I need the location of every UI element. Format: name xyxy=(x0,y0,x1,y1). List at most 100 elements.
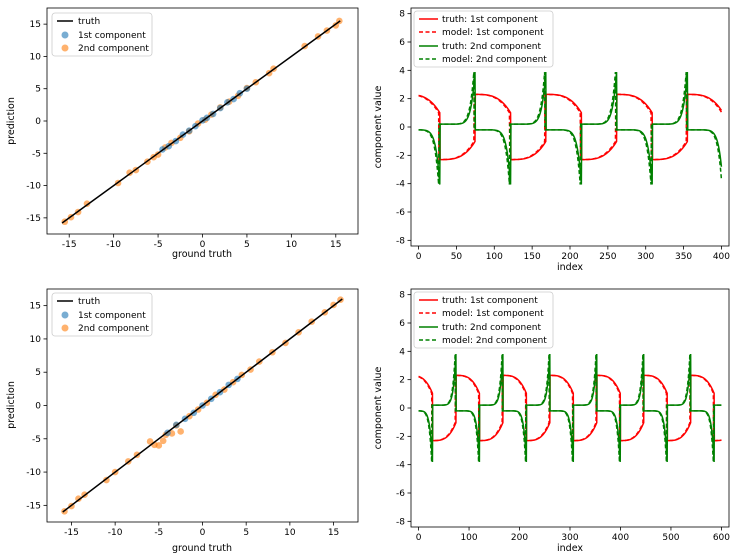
point-2nd-component xyxy=(155,442,163,449)
legend-label-model-2nd: model: 2nd component xyxy=(442,336,547,346)
legend-label-1st: 1st component xyxy=(78,31,146,41)
x-tick-label: 400 xyxy=(612,533,629,543)
y-tick-label: 5 xyxy=(35,85,41,95)
y-tick-label: -2 xyxy=(396,432,405,442)
legend-label-truth-2nd: truth: 2nd component xyxy=(442,42,541,52)
truth-line xyxy=(61,20,341,224)
legend-box xyxy=(413,10,554,68)
scatter-panel-top-left: -15 -10 -5 0 5 10 15 -15 -10 -5 0 5 10 15 ground trut… xyxy=(6,7,359,260)
y-tick-label: 6 xyxy=(399,319,405,329)
y-tick-label: 0 xyxy=(399,123,405,133)
truth-line xyxy=(62,298,343,513)
legend-label-truth: truth xyxy=(78,297,100,307)
legend-box xyxy=(51,292,153,337)
y-tick-label: -6 xyxy=(396,489,405,499)
x-tick-label: 0 xyxy=(200,528,206,538)
legend: truth 1st component 2nd component xyxy=(51,12,153,57)
x-tick-label: 150 xyxy=(524,252,541,262)
legend: truth: 1st component model: 1st componen… xyxy=(413,10,554,68)
y-axis-label: prediction xyxy=(6,97,17,145)
x-tick-label: 100 xyxy=(486,252,503,262)
y-tick-label: 8 xyxy=(399,291,405,301)
legend-swatch-1st xyxy=(61,311,69,319)
legend-label-1st: 1st component xyxy=(78,311,146,321)
x-tick-label: 0 xyxy=(416,533,422,543)
legend-box xyxy=(51,12,153,57)
y-axis-label: prediction xyxy=(6,381,17,429)
series-line-model-1st-component xyxy=(418,374,722,442)
x-tick-label: -10 xyxy=(108,528,123,538)
y-tick-label: 5 xyxy=(35,368,41,378)
x-axis-label: index xyxy=(557,543,583,554)
x-tick-label: 50 xyxy=(451,252,463,262)
x-axis-label: ground truth xyxy=(172,543,232,554)
y-tick-label: -5 xyxy=(32,435,41,445)
y-tick-label: 4 xyxy=(399,66,405,76)
x-tick-label: 300 xyxy=(561,533,578,543)
x-tick-label: 5 xyxy=(244,240,250,250)
y-tick-label: 2 xyxy=(399,95,405,105)
y-axis-label: component value xyxy=(373,366,384,449)
y-tick-label: -10 xyxy=(26,182,41,192)
legend-label-truth-2nd: truth: 2nd component xyxy=(442,323,541,333)
x-tick-label: 400 xyxy=(713,252,730,262)
line-panel-bottom-right: 0 100 200 300 400 500 600 -8 -6 -4 -2 0 2 4 6 8 index c… xyxy=(373,288,730,554)
y-tick-label: 10 xyxy=(30,335,42,345)
legend-box xyxy=(413,291,554,349)
y-tick-label: -8 xyxy=(396,236,405,246)
y-tick-label: -2 xyxy=(396,151,405,161)
legend-swatch-2nd xyxy=(61,44,69,52)
legend-label-model-1st: model: 1st component xyxy=(442,28,544,38)
y-tick-label: 6 xyxy=(399,38,405,48)
y-tick-label: 15 xyxy=(30,20,41,30)
x-tick-label: 10 xyxy=(286,240,298,250)
x-tick-label: 600 xyxy=(713,533,730,543)
x-tick-label: -5 xyxy=(154,528,163,538)
y-tick-label: -6 xyxy=(396,208,405,218)
y-tick-label: 0 xyxy=(35,402,41,412)
y-tick-label: -4 xyxy=(396,180,405,190)
x-tick-label: 5 xyxy=(243,528,249,538)
x-tick-label: -15 xyxy=(64,528,79,538)
line-panel-top-right: 0 50 100 150 200 250 300 350 400 -8 -6 -4 -2 0 2 4 6 8 in… xyxy=(373,7,730,273)
legend-label-2nd: 2nd component xyxy=(78,44,149,54)
series-line-model-2nd-component xyxy=(418,354,722,462)
series-line-model-2nd-component xyxy=(418,71,723,185)
x-tick-label: 200 xyxy=(511,533,528,543)
legend-label-truth-1st: truth: 1st component xyxy=(442,296,538,306)
x-axis-label: index xyxy=(557,262,583,273)
x-tick-label: 250 xyxy=(599,252,616,262)
scatter-panel-bottom-left: -15 -10 -5 0 5 10 15 -15 -10 -5 0 5 10 15 ground trut… xyxy=(6,288,359,554)
x-tick-label: 300 xyxy=(637,252,654,262)
x-tick-label: 200 xyxy=(561,252,578,262)
legend-swatch-1st xyxy=(61,31,69,39)
y-tick-label: 15 xyxy=(30,302,41,312)
y-tick-label: 4 xyxy=(399,347,405,357)
y-tick-label: 8 xyxy=(399,10,405,20)
y-tick-label: 0 xyxy=(35,117,41,127)
y-tick-label: 2 xyxy=(399,376,405,386)
legend-label-truth: truth xyxy=(78,17,100,27)
x-tick-label: 350 xyxy=(675,252,692,262)
y-tick-label: -4 xyxy=(396,461,405,471)
x-axis-label: ground truth xyxy=(172,249,232,260)
x-tick-label: 0 xyxy=(416,252,422,262)
x-tick-label: 100 xyxy=(460,533,477,543)
x-tick-label: 15 xyxy=(328,528,339,538)
legend-label-model-1st: model: 1st component xyxy=(442,309,544,319)
y-tick-label: -5 xyxy=(32,149,41,159)
x-tick-label: 10 xyxy=(284,528,296,538)
x-tick-label: -10 xyxy=(106,240,121,250)
y-tick-label: 0 xyxy=(399,404,405,414)
legend: truth: 1st component model: 1st componen… xyxy=(413,291,554,349)
x-tick-label: -15 xyxy=(62,240,77,250)
legend-label-2nd: 2nd component xyxy=(78,324,149,334)
series-line-truth-2nd-component xyxy=(418,71,723,185)
y-tick-label: -8 xyxy=(396,517,405,527)
y-tick-label: -15 xyxy=(26,214,41,224)
x-tick-label: 0 xyxy=(200,240,206,250)
y-axis-label: component value xyxy=(373,85,384,168)
point-2nd-component xyxy=(177,428,184,435)
x-tick-label: 15 xyxy=(330,240,341,250)
